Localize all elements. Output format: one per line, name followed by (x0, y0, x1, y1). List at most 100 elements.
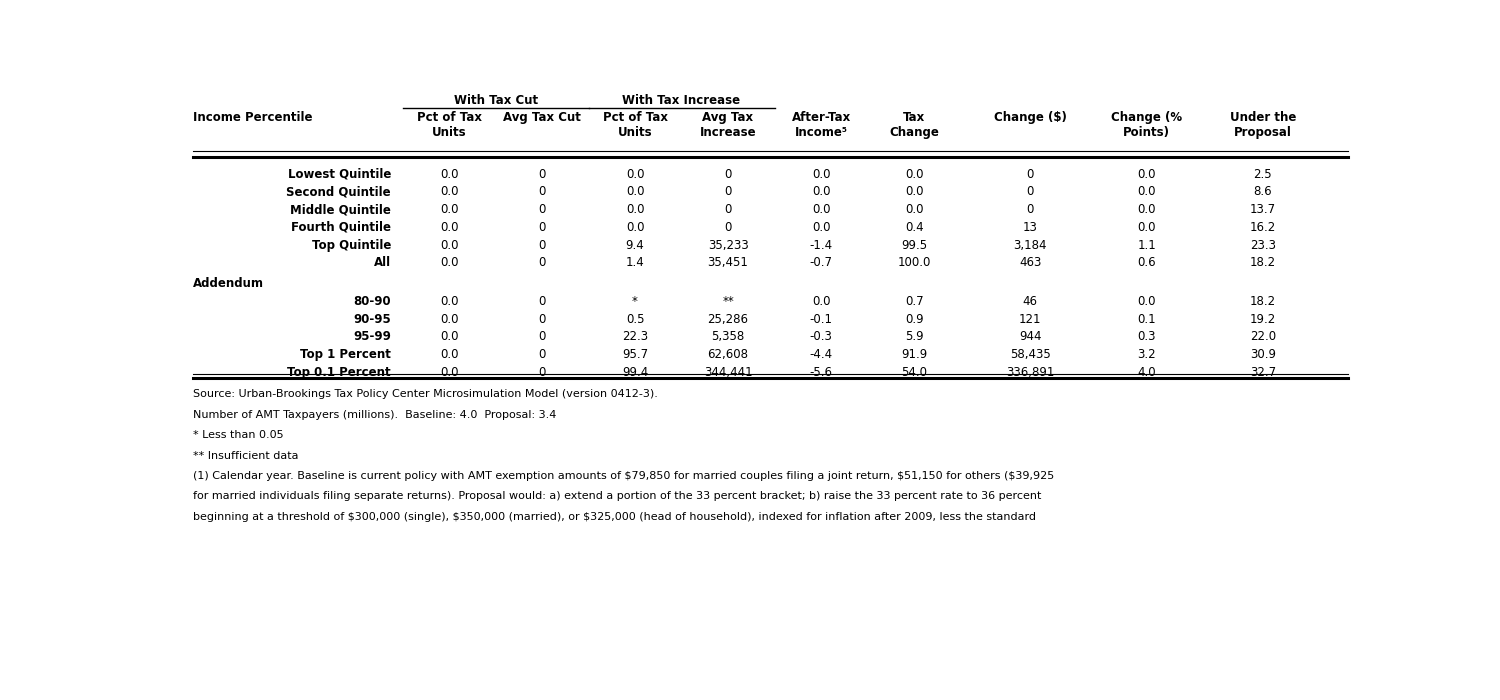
Text: 35,451: 35,451 (708, 256, 748, 270)
Text: 16.2: 16.2 (1250, 221, 1276, 234)
Text: 95-99: 95-99 (352, 330, 392, 343)
Text: 0.0: 0.0 (626, 167, 645, 181)
Text: 0.0: 0.0 (812, 203, 831, 216)
Text: 90-95: 90-95 (352, 312, 392, 326)
Text: 0.0: 0.0 (440, 330, 459, 343)
Text: Under the
Proposal: Under the Proposal (1230, 111, 1296, 139)
Text: 0: 0 (1026, 186, 1033, 198)
Text: -0.3: -0.3 (810, 330, 832, 343)
Text: 0: 0 (538, 348, 546, 361)
Text: 0.6: 0.6 (1137, 256, 1156, 270)
Text: Top 1 Percent: Top 1 Percent (300, 348, 392, 361)
Text: 8.6: 8.6 (1254, 186, 1272, 198)
Text: 46: 46 (1023, 295, 1038, 308)
Text: 0.0: 0.0 (904, 203, 924, 216)
Text: 0: 0 (724, 203, 732, 216)
Text: Fourth Quintile: Fourth Quintile (291, 221, 392, 234)
Text: 18.2: 18.2 (1250, 256, 1276, 270)
Text: Pct of Tax
Units: Pct of Tax Units (417, 111, 482, 139)
Text: 3,184: 3,184 (1014, 239, 1047, 252)
Text: 0.0: 0.0 (1137, 295, 1156, 308)
Text: 22.0: 22.0 (1250, 330, 1276, 343)
Text: After-Tax
Income⁵: After-Tax Income⁵ (792, 111, 850, 139)
Text: 0: 0 (724, 167, 732, 181)
Text: 0: 0 (538, 221, 546, 234)
Text: 25,286: 25,286 (708, 312, 748, 326)
Text: -0.1: -0.1 (810, 312, 832, 326)
Text: 23.3: 23.3 (1250, 239, 1276, 252)
Text: 0.0: 0.0 (812, 186, 831, 198)
Text: 0: 0 (538, 330, 546, 343)
Text: 91.9: 91.9 (902, 348, 927, 361)
Text: 0.0: 0.0 (440, 295, 459, 308)
Text: 0.0: 0.0 (626, 203, 645, 216)
Text: 0.0: 0.0 (440, 366, 459, 379)
Text: 0.9: 0.9 (904, 312, 924, 326)
Text: 0.0: 0.0 (440, 256, 459, 270)
Text: 18.2: 18.2 (1250, 295, 1276, 308)
Text: 13: 13 (1023, 221, 1038, 234)
Text: 344,441: 344,441 (704, 366, 753, 379)
Text: 0.0: 0.0 (812, 167, 831, 181)
Text: Number of AMT Taxpayers (millions).  Baseline: 4.0  Proposal: 3.4: Number of AMT Taxpayers (millions). Base… (194, 410, 556, 419)
Text: 0.0: 0.0 (440, 348, 459, 361)
Text: 0.4: 0.4 (904, 221, 924, 234)
Text: 0.0: 0.0 (812, 221, 831, 234)
Text: 0.7: 0.7 (904, 295, 924, 308)
Text: Change (%
Points): Change (% Points) (1112, 111, 1182, 139)
Text: 1.4: 1.4 (626, 256, 645, 270)
Text: 0.0: 0.0 (440, 186, 459, 198)
Text: for married individuals filing separate returns). Proposal would: a) extend a po: for married individuals filing separate … (194, 491, 1041, 501)
Text: All: All (374, 256, 392, 270)
Text: Addendum: Addendum (194, 277, 264, 290)
Text: 13.7: 13.7 (1250, 203, 1276, 216)
Text: Lowest Quintile: Lowest Quintile (288, 167, 392, 181)
Text: 100.0: 100.0 (897, 256, 930, 270)
Text: beginning at a threshold of $300,000 (single), $350,000 (married), or $325,000 (: beginning at a threshold of $300,000 (si… (194, 512, 1036, 522)
Text: Top 0.1 Percent: Top 0.1 Percent (288, 366, 392, 379)
Text: -5.6: -5.6 (810, 366, 832, 379)
Text: 0: 0 (724, 221, 732, 234)
Text: 0.0: 0.0 (1137, 203, 1156, 216)
Text: 99.4: 99.4 (622, 366, 648, 379)
Text: Second Quintile: Second Quintile (286, 186, 392, 198)
Text: 0.0: 0.0 (904, 186, 924, 198)
Text: 944: 944 (1019, 330, 1041, 343)
Text: 80-90: 80-90 (354, 295, 392, 308)
Text: 0: 0 (538, 239, 546, 252)
Text: 0.0: 0.0 (440, 221, 459, 234)
Text: 0.0: 0.0 (626, 186, 645, 198)
Text: 99.5: 99.5 (902, 239, 927, 252)
Text: 0: 0 (538, 167, 546, 181)
Text: 5.9: 5.9 (904, 330, 924, 343)
Text: Income Percentile: Income Percentile (194, 111, 314, 124)
Text: 1.1: 1.1 (1137, 239, 1156, 252)
Text: 0.3: 0.3 (1137, 330, 1156, 343)
Text: 35,233: 35,233 (708, 239, 748, 252)
Text: -4.4: -4.4 (810, 348, 832, 361)
Text: Avg Tax
Increase: Avg Tax Increase (699, 111, 756, 139)
Text: 0.0: 0.0 (812, 295, 831, 308)
Text: 0.0: 0.0 (440, 203, 459, 216)
Text: Top Quintile: Top Quintile (312, 239, 392, 252)
Text: 62,608: 62,608 (708, 348, 748, 361)
Text: 0.0: 0.0 (440, 239, 459, 252)
Text: 95.7: 95.7 (622, 348, 648, 361)
Text: 54.0: 54.0 (902, 366, 927, 379)
Text: * Less than 0.05: * Less than 0.05 (194, 430, 284, 440)
Text: -1.4: -1.4 (810, 239, 832, 252)
Text: Tax
Change: Tax Change (890, 111, 939, 139)
Text: *: * (632, 295, 638, 308)
Text: 0: 0 (538, 366, 546, 379)
Text: With Tax Cut: With Tax Cut (453, 94, 537, 106)
Text: Pct of Tax
Units: Pct of Tax Units (603, 111, 668, 139)
Text: 0: 0 (538, 256, 546, 270)
Text: Middle Quintile: Middle Quintile (290, 203, 392, 216)
Text: 0: 0 (538, 312, 546, 326)
Text: 9.4: 9.4 (626, 239, 645, 252)
Text: 0.1: 0.1 (1137, 312, 1156, 326)
Text: 5,358: 5,358 (711, 330, 744, 343)
Text: Change ($): Change ($) (994, 111, 1066, 124)
Text: 0: 0 (538, 295, 546, 308)
Text: 22.3: 22.3 (622, 330, 648, 343)
